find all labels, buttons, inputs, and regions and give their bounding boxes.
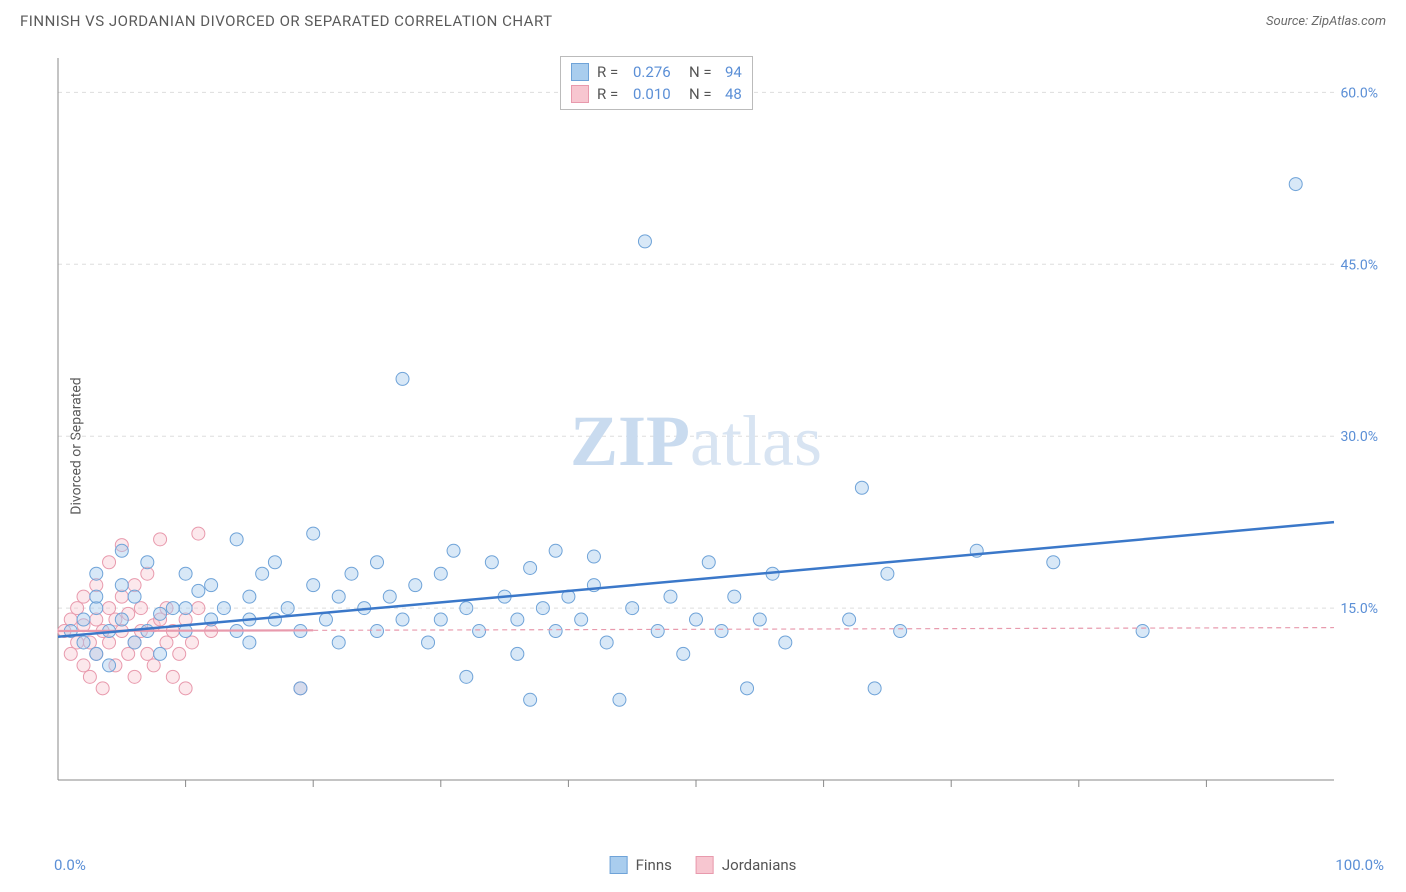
svg-text:15.0%: 15.0% xyxy=(1340,601,1378,617)
stats-row-finns: R = 0.276 N = 94 xyxy=(571,61,742,83)
n-label: N = xyxy=(689,85,717,103)
source-prefix: Source: xyxy=(1266,14,1311,29)
source-name: ZipAtlas.com xyxy=(1311,14,1386,29)
scatter-plot: 15.0% 30.0% 45.0% 60.0% xyxy=(54,50,1384,810)
r-label: R = xyxy=(597,63,625,81)
r-label: R = xyxy=(597,85,625,103)
stats-legend: R = 0.276 N = 94 R = 0.010 N = 48 xyxy=(560,56,753,110)
chart-title: FINNISH VS JORDANIAN DIVORCED OR SEPARAT… xyxy=(20,12,553,30)
legend-label-jordanians: Jordanians xyxy=(722,856,797,874)
x-axis-max-label: 100.0% xyxy=(1335,856,1384,874)
svg-text:45.0%: 45.0% xyxy=(1340,257,1378,273)
x-axis-min-label: 0.0% xyxy=(54,856,86,874)
swatch-finns xyxy=(610,856,628,874)
swatch-jordanians xyxy=(571,85,589,103)
chart-header: FINNISH VS JORDANIAN DIVORCED OR SEPARAT… xyxy=(20,12,1386,30)
n-label: N = xyxy=(689,63,717,81)
chart-svg: 15.0% 30.0% 45.0% 60.0% xyxy=(54,50,1384,810)
stats-row-jordanians: R = 0.010 N = 48 xyxy=(571,83,742,105)
legend-label-finns: Finns xyxy=(636,856,672,874)
series-legend: Finns Jordanians xyxy=(610,856,797,874)
n-value-finns: 94 xyxy=(725,63,742,81)
r-value-finns: 0.276 xyxy=(633,63,681,81)
legend-item-finns: Finns xyxy=(610,856,672,874)
source-attribution: Source: ZipAtlas.com xyxy=(1266,14,1386,29)
n-value-jordanians: 48 xyxy=(725,85,742,103)
svg-text:60.0%: 60.0% xyxy=(1340,85,1378,101)
r-value-jordanians: 0.010 xyxy=(633,85,681,103)
svg-text:30.0%: 30.0% xyxy=(1340,429,1378,445)
swatch-jordanians xyxy=(696,856,714,874)
swatch-finns xyxy=(571,63,589,81)
legend-item-jordanians: Jordanians xyxy=(696,856,797,874)
